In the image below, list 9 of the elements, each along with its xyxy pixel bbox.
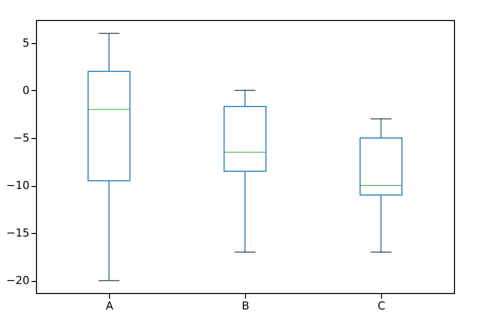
x-tick-label: C bbox=[378, 300, 386, 312]
y-tick-label: 5 bbox=[22, 36, 30, 50]
y-tick-label: 0 bbox=[22, 84, 30, 97]
y-tick-label: −20 bbox=[6, 274, 30, 288]
y-tick-label: −5 bbox=[13, 131, 30, 144]
y-tick-label: −10 bbox=[6, 179, 30, 192]
x-tick-label: A bbox=[106, 300, 114, 312]
y-tick-label: −15 bbox=[6, 226, 30, 240]
x-tick-label: B bbox=[242, 300, 250, 312]
